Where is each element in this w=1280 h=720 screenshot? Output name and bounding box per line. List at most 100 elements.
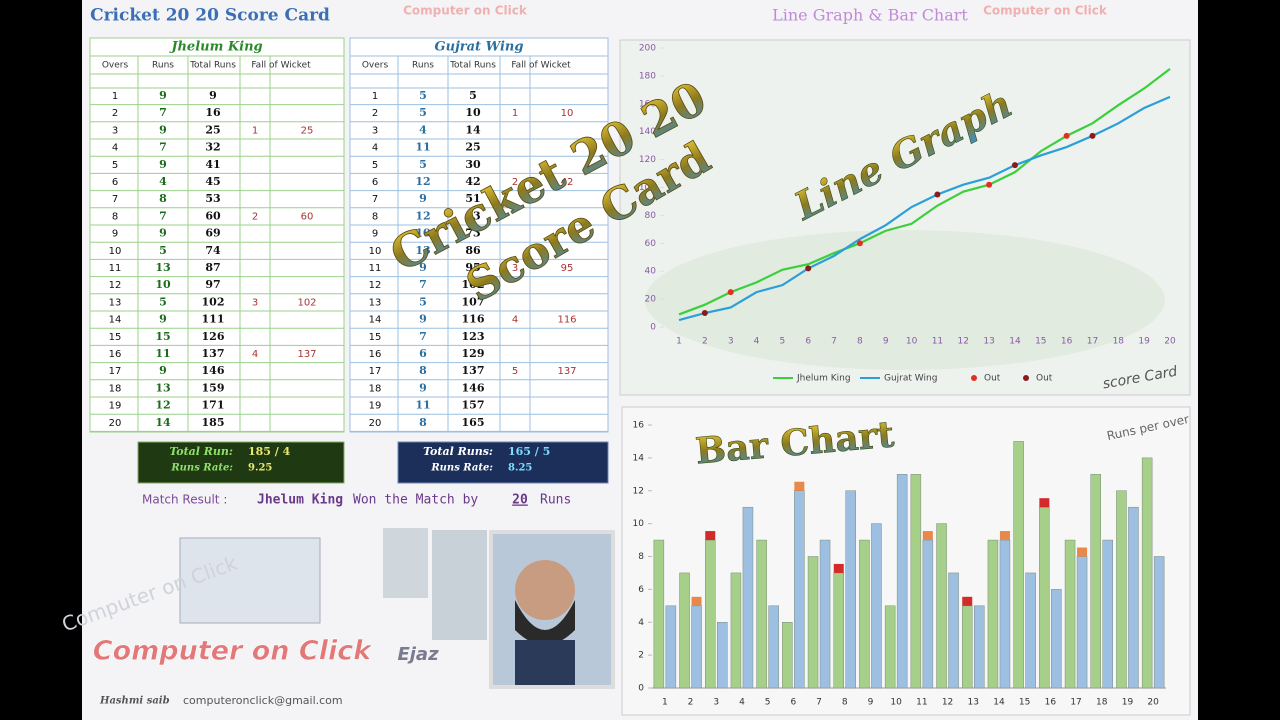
y-tick-label: 20 [645,295,657,305]
table-cell: 107 [462,295,485,308]
y-tick-label: 2 [638,651,644,661]
wicket-cap [922,531,933,541]
table-cell: 159 [202,381,225,394]
table-cell: 4 [112,143,118,154]
table-cell: 5 [419,89,427,102]
table-cell: 146 [202,364,225,377]
table-cell: 9 [372,229,378,240]
out-point [701,310,708,317]
table-frame [349,37,609,433]
legend-swatch [971,375,977,381]
x-tick-label: 6 [790,698,796,708]
bar [691,605,702,689]
wicket-cap [1077,547,1088,557]
y-tick-label: 16 [633,421,645,431]
out-point [934,191,941,198]
table-cell: 137 [297,349,316,360]
table-cell: 9 [159,158,167,171]
table-cell: 41 [205,158,220,171]
table-cell: 9 [209,89,217,102]
legend-label: Jhelum King [796,374,851,384]
table-cell: 9 [419,192,427,205]
y-tick-label: 60 [645,239,657,249]
bar [1128,506,1139,689]
y-tick-label: 200 [639,44,656,54]
table-cell: 12 [415,175,430,188]
x-tick-label: 20 [1164,337,1176,347]
table-cell: 18 [369,383,382,394]
table-cell: 2 [112,108,118,119]
result-label: Match Result : [142,493,227,507]
line-series [678,68,1171,316]
x-tick-label: 1 [676,337,682,347]
table-cell: 123 [462,330,485,343]
bar [1076,556,1088,689]
rate-value: 8.25 [508,463,532,474]
table-cell: 3 [252,297,258,308]
table-cell: 25 [465,141,480,154]
total-label: Total Run: [169,445,233,458]
x-tick-label: 13 [983,337,994,347]
table-cell: 18 [109,383,122,394]
table-cell: 9 [419,261,427,274]
result-text: Won the Match by [353,493,478,508]
bar [756,539,767,689]
bar [922,539,934,689]
table-cell: 42 [465,175,480,188]
x-tick-label: 2 [688,698,694,708]
table-cell: 9 [419,313,427,326]
brand: Computer on Click [93,636,373,667]
column-header: Fall of Wicket [511,61,571,71]
table-cell: 13 [155,381,170,394]
table-cell: 10 [155,278,171,291]
table-cell: 11 [415,399,430,412]
result-unit: Runs [540,493,571,508]
out-point [1063,132,1070,139]
table-cell: 6 [372,177,378,188]
table-cell: 8 [419,416,427,429]
table-cell: 15 [109,332,122,343]
x-tick-label: 14 [1009,337,1021,347]
table-cell: 73 [465,227,480,240]
table-cell: 25 [205,123,220,136]
table-cell: 13 [415,244,430,257]
bar [974,605,985,689]
y-tick-label: 0 [650,323,656,333]
result-winner: Jhelum King [257,493,343,508]
x-tick-label: 10 [906,337,918,347]
y-tick-label: 0 [638,684,644,694]
table-cell: 11 [109,263,122,274]
x-tick-label: 7 [816,698,822,708]
x-tick-label: 5 [780,337,786,347]
table-frame [89,37,345,433]
table-cell: 2 [372,108,378,119]
total-value: 165 / 5 [508,445,550,458]
x-tick-label: 20 [1147,698,1159,708]
photos [179,528,615,689]
bar [845,490,856,689]
y-tick-label: 10 [633,519,645,529]
x-tick-label: 2 [702,337,708,347]
table-cell: 17 [369,366,382,377]
bar [936,523,947,689]
table-cell: 137 [202,347,225,360]
bar [859,539,870,689]
x-tick-label: 7 [831,337,837,347]
table-cell: 15 [369,332,382,343]
bar [768,605,779,689]
x-tick-label: 18 [1113,337,1125,347]
x-tick-label: 1 [662,698,668,708]
x-tick-label: 16 [1045,698,1057,708]
total-label: Total Runs: [423,445,493,458]
table-cell: 9 [159,364,167,377]
table-cell: 16 [369,349,382,360]
out-point [805,265,812,272]
y-tick-label: 140 [639,127,656,137]
column-header: Overs [102,61,129,71]
x-tick-label: 16 [1061,337,1073,347]
table-cell: 14 [465,123,481,136]
column-header: Fall of Wicket [251,61,311,71]
table-cell: 95 [561,263,574,274]
total-box [397,441,609,484]
subtitle: Line Graph & Bar Chart [772,6,968,25]
